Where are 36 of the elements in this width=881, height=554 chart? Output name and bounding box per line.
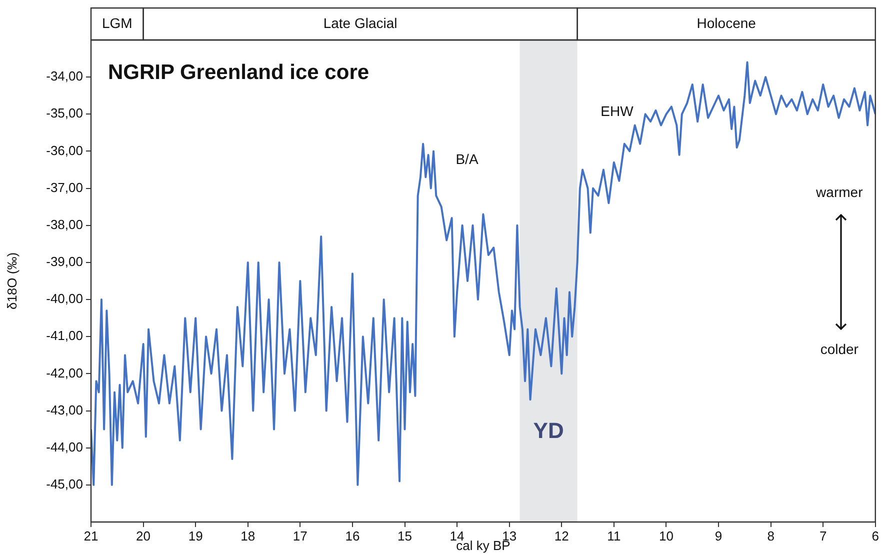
x-tick-label: 16 bbox=[345, 528, 360, 544]
y-tick-label: -37,00 bbox=[46, 180, 83, 195]
y-tick-label: -45,00 bbox=[46, 476, 83, 492]
annotation: B/A bbox=[456, 150, 479, 167]
x-tick-label: 21 bbox=[84, 528, 98, 544]
y-tick-label: -44,00 bbox=[46, 439, 83, 454]
x-tick-label: 12 bbox=[554, 528, 569, 544]
y-tick-label: -38,00 bbox=[46, 216, 83, 232]
x-tick-label: 7 bbox=[819, 528, 827, 544]
y-tick-label: -36,00 bbox=[46, 142, 83, 158]
annotation: warmer bbox=[815, 184, 864, 200]
x-tick-label: 19 bbox=[188, 528, 203, 544]
text: NGRIP Greenland ice core bbox=[108, 60, 370, 84]
annotation: colder bbox=[820, 340, 859, 357]
x-tick-label: 8 bbox=[767, 528, 774, 544]
x-tick-label: 15 bbox=[398, 528, 412, 544]
text: Holocene bbox=[696, 14, 756, 31]
x-tick-label: 11 bbox=[607, 528, 621, 544]
y-tick-label: -43,00 bbox=[46, 402, 83, 418]
y-tick-label: -35,00 bbox=[46, 106, 83, 121]
x-tick-label: 17 bbox=[292, 528, 308, 544]
y-axis-title: δ18O (‰) bbox=[4, 252, 20, 310]
x-tick-label: 18 bbox=[240, 528, 256, 544]
x-tick-label: 20 bbox=[136, 528, 151, 544]
text: LGM bbox=[102, 14, 132, 31]
band-label: YD bbox=[533, 418, 564, 444]
y-tick-label: -41,00 bbox=[46, 328, 83, 344]
x-tick-label: 6 bbox=[872, 528, 879, 544]
x-tick-label: 9 bbox=[714, 528, 722, 544]
y-tick-label: -40,00 bbox=[46, 291, 83, 306]
y-tick-label: -39,00 bbox=[46, 254, 83, 270]
annotation: EHW bbox=[600, 102, 634, 119]
y-tick-label: -34,00 bbox=[46, 68, 83, 84]
y-tick-label: -42,00 bbox=[46, 365, 83, 380]
x-tick-label: 10 bbox=[658, 528, 674, 544]
text: Late Glacial bbox=[323, 14, 398, 31]
